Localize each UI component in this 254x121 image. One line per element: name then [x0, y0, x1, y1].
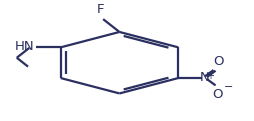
Text: F: F [97, 3, 104, 16]
Text: N: N [200, 71, 210, 84]
Text: O: O [213, 55, 223, 68]
Text: O: O [212, 88, 223, 101]
Text: HN: HN [15, 40, 34, 53]
Text: −: − [224, 82, 233, 92]
Text: +: + [206, 71, 214, 81]
